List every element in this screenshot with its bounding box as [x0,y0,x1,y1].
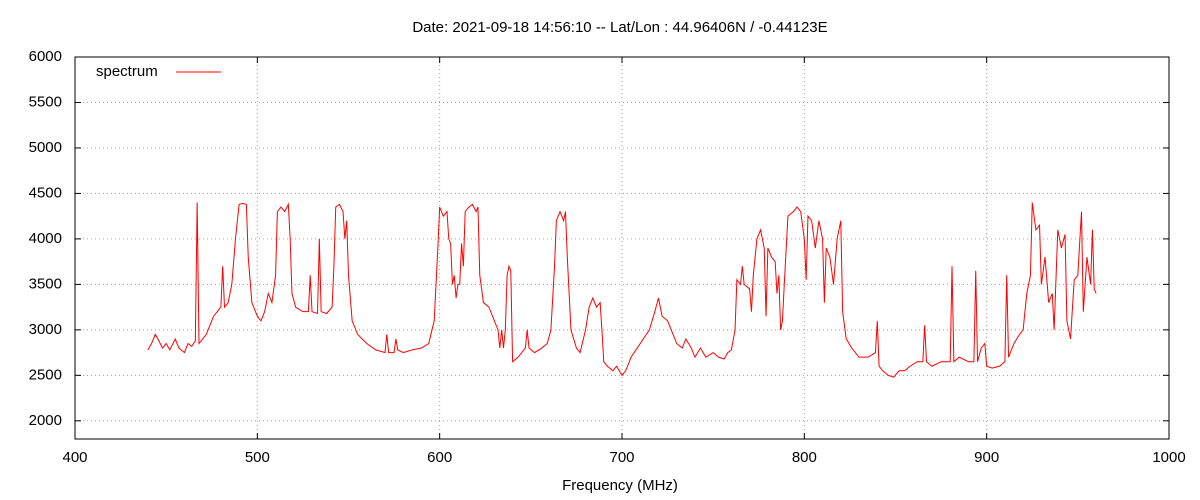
y-tick-label: 5500 [29,93,62,110]
x-tick-label: 400 [62,449,87,466]
x-tick-label: 900 [974,449,999,466]
y-tick-label: 3000 [29,321,62,338]
y-tick-label: 4500 [29,184,62,201]
y-tick-label: 3500 [29,275,62,292]
x-tick-label: 500 [245,449,270,466]
x-tick-label: 800 [792,449,817,466]
y-tick-label: 6000 [29,48,62,65]
legend-label: spectrum [96,63,158,80]
x-axis-label: Frequency (MHz) [562,477,678,494]
chart-title: Date: 2021-09-18 14:56:10 -- Lat/Lon : 4… [412,19,827,36]
x-tick-label: 1000 [1152,449,1185,466]
x-tick-label: 600 [427,449,452,466]
plot-border [74,56,1170,440]
y-tick-label: 4000 [29,230,62,247]
y-tick-label: 2000 [29,412,62,429]
y-tick-label: 5000 [29,139,62,156]
spectrum-line [147,202,1097,378]
x-tick-label: 700 [609,449,634,466]
y-tick-label: 2500 [29,366,62,383]
